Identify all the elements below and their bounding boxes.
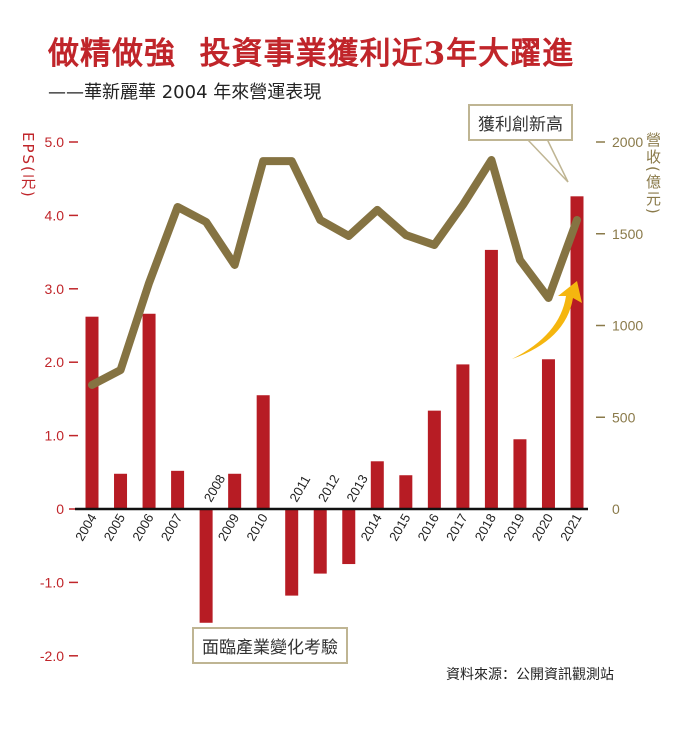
x-tick-label: 2013 [343, 472, 370, 505]
x-tick-label: 2005 [101, 511, 128, 544]
x-tick-label: 2007 [158, 511, 185, 544]
eps-bar [570, 196, 584, 510]
eps-bar [427, 410, 441, 509]
callout-record-profit: 獲利創新高 [468, 104, 573, 141]
eps-bar [256, 395, 270, 509]
left-tick-label: 2.0 [45, 354, 65, 370]
chart-title: 做精做強 投資事業獲利近3年大躍進 [48, 36, 575, 72]
eps-bar [484, 249, 498, 509]
right-tick-label: 500 [612, 409, 636, 425]
x-tick-label: 2012 [315, 472, 342, 505]
revenue-line [88, 155, 581, 389]
left-tick-label: 0 [56, 501, 64, 517]
x-tick-label: 2021 [557, 511, 584, 544]
x-tick-label: 2006 [129, 511, 156, 544]
eps-bar [228, 473, 242, 509]
source-note: 資料來源：公開資訊觀測站 [446, 667, 614, 683]
left-tick-label: 1.0 [45, 428, 65, 444]
eps-bar [513, 439, 527, 509]
callout-industry-challenge: 面臨產業變化考驗 [192, 627, 348, 664]
left-tick-label: -2.0 [40, 648, 64, 664]
eps-bar [285, 509, 299, 596]
eps-bar [199, 509, 213, 623]
x-tick-label: 2008 [201, 472, 228, 505]
x-tick-label: 2011 [286, 473, 313, 505]
x-tick-label: 2016 [414, 511, 441, 544]
x-tick-label: 2017 [443, 511, 470, 544]
right-tick-label: 1500 [612, 226, 643, 242]
eps-bar [541, 359, 555, 509]
eps-bar [313, 509, 327, 574]
eps-bar [456, 364, 470, 509]
eps-bar [142, 313, 156, 509]
eps-bar [114, 473, 128, 509]
chart-subtitle: ——華新麗華 2004 年來營運表現 [48, 82, 322, 103]
x-tick-label: 2019 [500, 511, 527, 544]
right-axis-label: 營收(億元) [644, 132, 662, 216]
right-tick-label: 2000 [612, 134, 643, 150]
rise-arrow-icon [512, 281, 582, 359]
right-tick-label: 1000 [612, 318, 643, 334]
x-tick-label: 2015 [386, 511, 413, 544]
x-tick-label: 2009 [215, 511, 242, 544]
callout-tail [526, 138, 569, 183]
left-tick-label: 5.0 [45, 134, 65, 150]
x-tick-label: 2004 [72, 511, 99, 544]
x-tick-label: 2020 [529, 511, 556, 544]
x-tick-label: 2018 [472, 511, 499, 544]
left-axis-label: EPS(元) [19, 132, 37, 199]
eps-bar [342, 509, 356, 565]
x-tick-label: 2010 [243, 511, 270, 544]
eps-bar [85, 316, 99, 509]
left-tick-label: 3.0 [45, 281, 65, 297]
right-tick-label: 0 [612, 501, 620, 517]
left-tick-label: -1.0 [40, 574, 64, 590]
x-tick-label: 2014 [357, 511, 384, 544]
eps-bar [370, 461, 384, 509]
eps-bar [171, 470, 185, 509]
eps-bar [399, 475, 413, 509]
left-tick-label: 4.0 [45, 207, 65, 223]
